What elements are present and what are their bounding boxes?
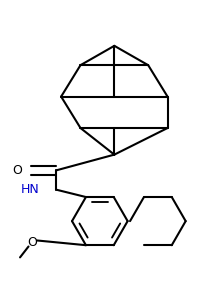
Text: HN: HN: [20, 183, 39, 196]
Text: O: O: [13, 164, 23, 177]
Text: O: O: [27, 236, 37, 249]
